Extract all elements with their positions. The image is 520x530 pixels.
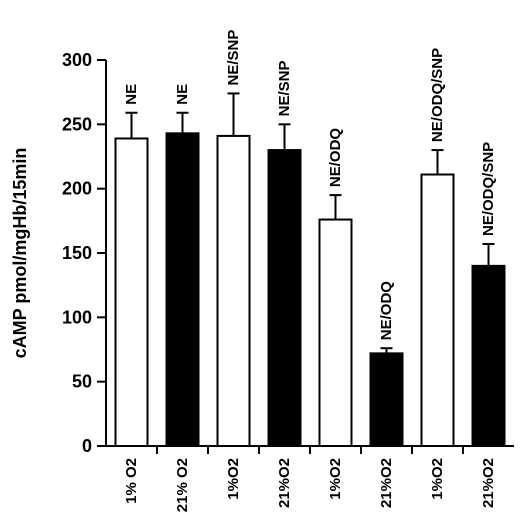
y-tick-label: 50	[72, 372, 92, 392]
y-tick-label: 150	[62, 243, 92, 263]
y-tick-label: 200	[62, 179, 92, 199]
bar-label: NE	[174, 84, 191, 105]
y-tick-label: 250	[62, 114, 92, 134]
bar	[471, 264, 506, 447]
bar-label: NE	[123, 84, 140, 105]
bar-labels: NE NE NE/SNP NE/SNP NE/ODQ NE/ODQ NE/ODQ/SNP NE…	[123, 30, 497, 341]
x-tick-label: 21%O2	[480, 458, 497, 508]
y-tick-label: 0	[82, 436, 92, 456]
x-tick-label: 1%O2	[327, 458, 344, 500]
y-axis: 0 50 100 150 200 250 300	[62, 50, 107, 456]
y-tick-label: 100	[62, 307, 92, 327]
x-tick-label: 1% O2	[123, 458, 140, 504]
bar	[318, 218, 353, 447]
y-axis-label: cAMP pmol/mgHb/15min	[10, 148, 30, 359]
x-tick-label: 21% O2	[174, 458, 191, 512]
bar-label: NE/ODQ/SNP	[480, 142, 497, 236]
bar	[267, 149, 302, 447]
x-tick-label: 21%O2	[378, 458, 395, 508]
y-tick-label: 300	[62, 50, 92, 70]
bars	[114, 92, 506, 447]
bar	[369, 352, 404, 447]
x-tick-label: 1%O2	[225, 458, 242, 500]
bar-label: NE/SNP	[225, 30, 242, 86]
bar	[165, 132, 200, 447]
bar	[114, 137, 149, 447]
x-axis: 1% O2 21% O2 1%O2 21%O2 1%O2 21%O2 1%O2 21%O2	[106, 445, 514, 512]
bar-label: NE/SNP	[276, 60, 293, 116]
x-tick-label: 21%O2	[276, 458, 293, 508]
bar-label: NE/ODQ/SNP	[429, 48, 446, 142]
bar	[216, 134, 251, 447]
bar	[420, 173, 455, 447]
bar-label: NE/ODQ	[378, 281, 395, 341]
x-tick-label: 1%O2	[429, 458, 446, 500]
bar-label: NE/ODQ	[327, 128, 344, 188]
